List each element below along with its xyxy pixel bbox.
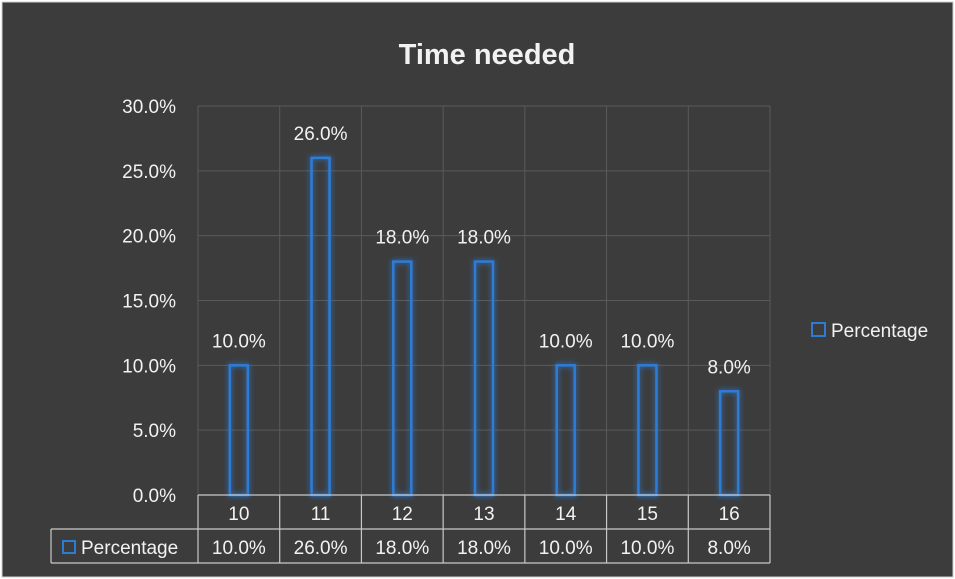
y-tick-label: 25.0% <box>122 162 176 183</box>
table-cell-value: 10.0% <box>539 538 593 559</box>
data-label: 10.0% <box>620 331 674 352</box>
legend-marker <box>811 322 826 337</box>
x-tick-label: 12 <box>392 504 413 525</box>
table-cell-value: 10.0% <box>212 538 266 559</box>
data-table: 10 10.0% 11 26.0% 12 18.0% 13 18.0% 14 10.0% 15 10.… <box>50 494 771 564</box>
y-axis-ticks: 0.0% 5.0% 10.0% 15.0% 20.0% 25.0% 30.0% <box>122 97 176 507</box>
data-label: 18.0% <box>375 228 429 249</box>
x-tick-label: 14 <box>555 504 577 525</box>
data-label: 10.0% <box>212 331 266 352</box>
table-cell-value: 26.0% <box>294 538 348 559</box>
data-label: 26.0% <box>294 124 348 145</box>
legend-label: Percentage <box>831 321 928 342</box>
table-series-marker <box>62 540 76 554</box>
data-label: 10.0% <box>539 331 593 352</box>
table-cell-value: 18.0% <box>457 538 511 559</box>
x-tick-label: 13 <box>473 504 494 525</box>
data-label: 18.0% <box>457 228 511 249</box>
table-cell-value: 10.0% <box>620 538 674 559</box>
x-tick-label: 11 <box>311 504 331 525</box>
x-tick-label: 16 <box>719 504 740 525</box>
y-tick-label: 15.0% <box>122 292 176 313</box>
table-cell-value: 8.0% <box>707 538 750 559</box>
table-cell-value: 18.0% <box>375 538 429 559</box>
data-labels: 10.0% 26.0% 18.0% 18.0% 10.0% 10.0% 8.0% <box>212 124 751 378</box>
y-tick-label: 5.0% <box>133 421 176 442</box>
x-tick-label: 15 <box>637 504 658 525</box>
y-tick-label: 20.0% <box>122 227 176 248</box>
y-tick-label: 10.0% <box>122 356 176 377</box>
legend: Percentage <box>811 321 928 342</box>
table-series-name: Percentage <box>81 538 178 559</box>
x-tick-label: 10 <box>228 504 249 525</box>
data-label: 8.0% <box>707 357 750 378</box>
chart-title: Time needed <box>399 39 576 71</box>
y-tick-label: 0.0% <box>133 486 176 507</box>
y-tick-label: 30.0% <box>122 97 176 118</box>
